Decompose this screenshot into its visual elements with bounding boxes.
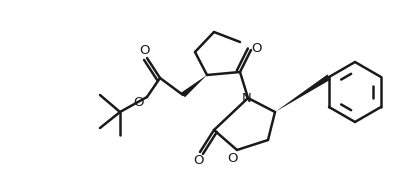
Text: O: O — [139, 43, 149, 56]
Text: N: N — [242, 91, 252, 105]
Text: O: O — [134, 95, 144, 109]
Text: O: O — [193, 155, 203, 167]
Text: O: O — [228, 153, 238, 165]
Polygon shape — [275, 75, 330, 112]
Polygon shape — [181, 75, 207, 97]
Text: O: O — [252, 42, 262, 54]
